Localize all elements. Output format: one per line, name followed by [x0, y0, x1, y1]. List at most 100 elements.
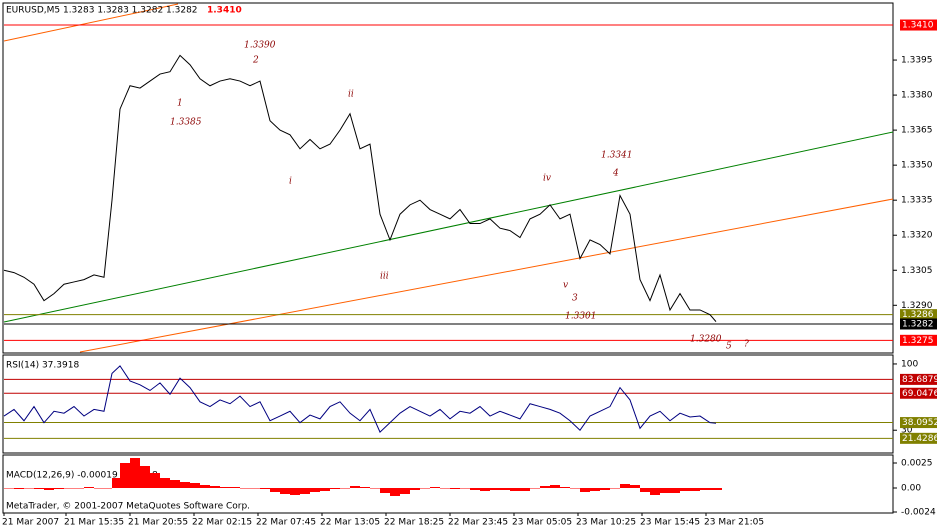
histogram-bar — [280, 488, 290, 494]
channel-line — [79, 198, 894, 353]
y-tick-label: 0.0025 — [901, 459, 933, 469]
wave-label: 1.3390 — [244, 41, 276, 51]
histogram-bar — [24, 488, 34, 489]
histogram-bar — [44, 488, 54, 490]
y-tick-label: 1.3320 — [901, 231, 933, 241]
y-tick-label: 1.3365 — [901, 126, 933, 136]
histogram-bar — [410, 488, 420, 490]
histogram-bar — [560, 487, 570, 488]
histogram-bar — [250, 488, 260, 489]
histogram-bar — [130, 458, 140, 488]
x-tick-label: 23 Mar 15:45 — [640, 518, 700, 528]
x-tick-label: 21 Mar 20:55 — [128, 518, 188, 528]
histogram-bar — [220, 487, 230, 488]
histogram-bar — [500, 488, 510, 490]
histogram-bar — [716, 488, 722, 490]
x-tick-label: 21 Mar 2007 — [2, 518, 59, 528]
y-tick-label: -0.0024 — [901, 508, 936, 518]
wave-label: 4 — [612, 169, 619, 179]
level-box — [900, 19, 937, 31]
wave-label: 1.3385 — [170, 118, 202, 128]
histogram-bar — [54, 488, 64, 489]
level-box — [900, 334, 937, 346]
histogram-bar — [330, 488, 340, 489]
histogram-bar — [470, 488, 480, 490]
histogram-bar — [240, 488, 250, 489]
histogram-bar — [210, 486, 220, 488]
histogram-bar — [690, 488, 700, 491]
histogram-bar — [630, 485, 640, 488]
histogram-bar — [620, 484, 630, 488]
histogram-bar — [540, 486, 550, 488]
level-box — [900, 318, 937, 330]
histogram-bar — [520, 488, 530, 491]
y-tick-label: 1.3305 — [901, 266, 933, 276]
wave-label: 1.3301 — [565, 312, 597, 322]
histogram-bar — [490, 488, 500, 490]
histogram-bar — [550, 485, 560, 488]
histogram-bar — [600, 488, 610, 490]
x-tick-label: 22 Mar 07:45 — [256, 518, 316, 528]
x-tick-label: 23 Mar 05:05 — [512, 518, 572, 528]
histogram-bar — [270, 488, 280, 492]
histogram-bar — [460, 488, 470, 489]
histogram-bar — [180, 482, 190, 488]
wave-label: 2 — [252, 56, 259, 66]
x-tick-label: 23 Mar 21:05 — [704, 518, 764, 528]
y-tick-label: 1.3290 — [901, 301, 933, 311]
histogram-bar — [570, 488, 580, 489]
histogram-bar — [310, 488, 320, 492]
histogram-bar — [440, 488, 450, 489]
histogram-bar — [530, 488, 540, 489]
histogram-bar — [170, 480, 180, 488]
histogram-bar — [660, 488, 670, 493]
histogram-bar — [450, 488, 460, 489]
level-box — [900, 373, 937, 385]
level-box — [900, 417, 937, 429]
level-label: 1.3282 — [902, 319, 934, 329]
histogram-bar — [74, 488, 84, 489]
wave-label: ? — [744, 340, 749, 350]
level-label: 69.0476 — [902, 389, 937, 399]
footer: MetaTrader, © 2001-2007 MetaQuotes Softw… — [6, 502, 250, 512]
wave-label: ii — [348, 90, 354, 100]
histogram-bar — [320, 488, 330, 491]
rsi-panel — [2, 354, 894, 454]
wave-label: 1.3341 — [601, 151, 633, 161]
price-panel — [2, 2, 894, 354]
histogram-bar — [14, 488, 24, 489]
wave-label: 1 — [177, 99, 183, 109]
wave-label: 5 — [726, 342, 732, 352]
level-label: 38.0952 — [902, 418, 937, 428]
series-line — [3, 365, 717, 433]
level-label: 1.3410 — [902, 21, 934, 31]
wave-label: i — [289, 177, 292, 187]
level-label: 1.3275 — [902, 336, 934, 346]
y-tick-label: 1.3380 — [901, 91, 933, 101]
y-tick-label: 0.00 — [901, 484, 921, 494]
rsi-title: RSI(14) 37.3918 — [6, 361, 79, 371]
histogram-bar — [390, 488, 400, 496]
histogram-bar — [84, 487, 94, 488]
histogram-bar — [430, 487, 440, 488]
x-tick-label: 23 Mar 10:25 — [576, 518, 636, 528]
histogram-bar — [4, 488, 14, 489]
level-label: 83.6879 — [902, 375, 937, 385]
series-line — [3, 54, 717, 322]
histogram-bar — [160, 478, 170, 488]
histogram-bar — [200, 485, 210, 488]
x-tick-label: 22 Mar 18:25 — [384, 518, 444, 528]
histogram-bar — [340, 488, 350, 489]
histogram-bar — [710, 488, 716, 490]
histogram-bar — [480, 488, 490, 491]
histogram-bar — [290, 488, 300, 495]
level-box — [900, 309, 937, 321]
histogram-bar — [510, 488, 520, 491]
macd-title: MACD(12,26,9) -0.00019 0.00018 — [6, 471, 158, 481]
level-label: 1.3286 — [902, 310, 934, 320]
histogram-bar — [150, 473, 160, 488]
histogram-bar — [400, 488, 410, 494]
histogram-bar — [420, 488, 430, 489]
histogram-bar — [140, 466, 150, 488]
